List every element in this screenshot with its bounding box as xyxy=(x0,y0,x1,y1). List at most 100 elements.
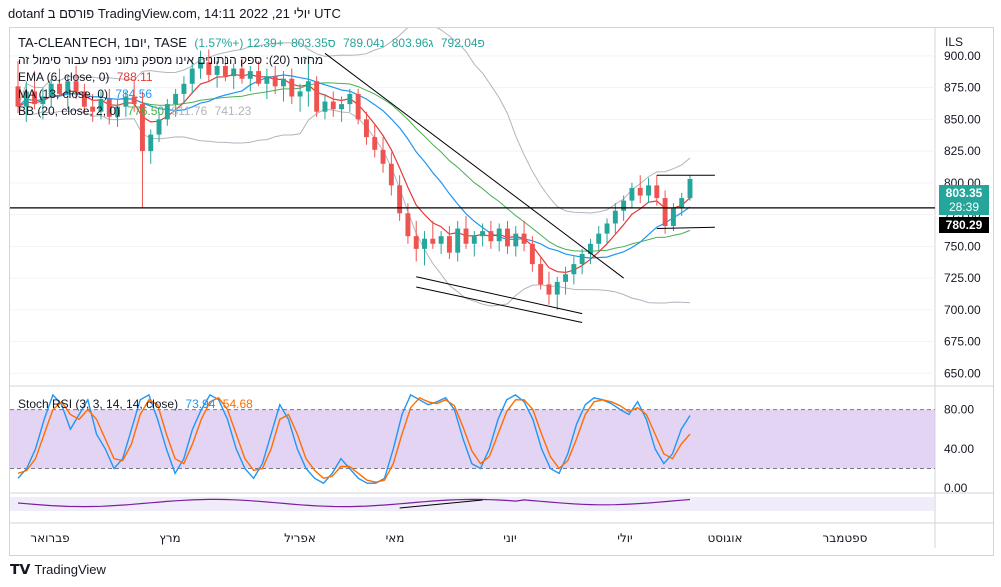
bb-legend: BB (20, close, 2, 0) 776.50 811.76 741.2… xyxy=(18,104,255,118)
candle-body xyxy=(289,78,295,97)
chart-frame[interactable]: 900.00875.00850.00825.00800.00775.00750.… xyxy=(9,27,994,556)
candle-body xyxy=(463,228,469,244)
candle-body xyxy=(380,149,386,164)
candle-body xyxy=(587,243,593,254)
bb-lower-value: 741.23 xyxy=(214,104,252,118)
candle-body xyxy=(173,93,179,105)
candle-body xyxy=(430,238,436,244)
candle-body xyxy=(397,185,403,214)
candle-body xyxy=(272,76,278,87)
candle-body xyxy=(222,66,228,77)
ema-value: 788.11 xyxy=(116,70,153,84)
candle-body xyxy=(231,68,237,77)
trendline-down xyxy=(324,52,624,279)
time-axis-label: אוגוסט xyxy=(707,531,742,545)
stoch-band-fill xyxy=(10,409,935,469)
candle-body xyxy=(57,83,62,94)
candle-body xyxy=(355,93,361,120)
candle-body xyxy=(546,284,552,295)
candle-body xyxy=(422,238,427,249)
ema-legend: EMA (6, close, 0) 788.11 xyxy=(18,70,157,84)
high-value: ג803.96 xyxy=(391,36,434,50)
candle-body xyxy=(372,137,378,150)
last-price-value: 803.35 xyxy=(945,186,983,200)
time-axis-label: יולי xyxy=(617,531,632,545)
candle-body xyxy=(281,78,286,87)
candle-body xyxy=(521,233,527,244)
ema-label: EMA (6, close, 0) xyxy=(18,70,110,84)
candle-body xyxy=(438,236,444,244)
candle-body xyxy=(90,106,96,112)
main-chart[interactable]: 900.00875.00850.00825.00800.00775.00750.… xyxy=(10,28,993,555)
channel-line-upper xyxy=(416,276,583,315)
candle-body xyxy=(679,198,685,209)
candle-body xyxy=(164,104,170,120)
change-value: +12.39 (+1.57%) xyxy=(194,36,284,50)
candle-body xyxy=(513,233,519,247)
candle-body xyxy=(239,68,245,79)
price-tick-label: 675.00 xyxy=(944,335,981,349)
candle-body xyxy=(181,83,187,94)
candle-body xyxy=(148,134,154,152)
candle-body xyxy=(604,223,610,234)
stoch-tick-label: 80.00 xyxy=(944,403,974,417)
candle-body xyxy=(198,62,203,69)
ma-value: 784.56 xyxy=(115,87,153,101)
candle-body xyxy=(115,106,121,117)
candle-body xyxy=(106,99,112,117)
hline-price-badge: 780.29 xyxy=(939,217,989,233)
candle-body xyxy=(596,233,602,244)
candle-body xyxy=(405,213,411,237)
ma-label: MA (13, close, 0) xyxy=(18,87,109,101)
candle-body xyxy=(629,187,635,201)
candle-body xyxy=(488,231,494,242)
candle-body xyxy=(637,187,643,196)
ma-legend: MA (13, close, 0) 784.56 xyxy=(18,87,156,101)
stoch-label: Stoch RSI (3, 3, 14, 14, close) xyxy=(18,397,179,411)
price-tick-label: 900.00 xyxy=(944,49,981,63)
candle-body xyxy=(612,210,618,224)
channel-line-lower xyxy=(416,286,583,323)
bar-countdown: 28:39 xyxy=(948,200,980,214)
candle-body xyxy=(347,93,353,105)
candle-body xyxy=(554,281,560,295)
price-tick-label: 875.00 xyxy=(944,81,981,95)
candle-body xyxy=(32,91,38,105)
stoch-tick-label: 40.00 xyxy=(944,442,974,456)
time-axis-label: ספטמבר xyxy=(823,531,868,545)
candle-body xyxy=(471,236,477,244)
close-value: ס803.35 xyxy=(291,36,336,50)
third-indicator-line xyxy=(17,498,691,508)
candle-body xyxy=(256,71,262,84)
candle-body xyxy=(305,81,311,92)
candle-body xyxy=(189,68,195,84)
ma-line xyxy=(17,74,691,259)
candle-body xyxy=(621,200,627,211)
low-value: נ789.04 xyxy=(343,36,385,50)
candle-body xyxy=(538,264,544,285)
candle-body xyxy=(297,91,303,97)
candle-body xyxy=(23,91,29,107)
candle-body xyxy=(65,81,71,94)
price-tick-label: 750.00 xyxy=(944,239,981,253)
candle-body xyxy=(670,208,676,227)
price-tick-label: 650.00 xyxy=(944,366,981,380)
candle-body xyxy=(455,228,461,253)
candle-body xyxy=(131,96,137,105)
stoch-d-value: 54.68 xyxy=(222,397,253,411)
bb-mid-value: 776.50 xyxy=(127,104,165,118)
time-axis-label: מרץ xyxy=(159,531,180,545)
candle-body xyxy=(480,231,486,237)
candle-body xyxy=(646,185,651,196)
footer: 𝗧𝗩 TradingView xyxy=(10,561,106,578)
candle-body xyxy=(579,253,585,265)
bb-upper-line xyxy=(17,28,691,214)
candle-body xyxy=(654,185,660,199)
volume-note: מחזור (20): ספק הנתונים אינו מספק נתוני … xyxy=(18,53,324,67)
price-tick-label: 700.00 xyxy=(944,303,981,317)
bb-lower-line xyxy=(17,106,691,307)
candle-body xyxy=(139,104,145,152)
candle-body xyxy=(40,96,46,105)
candle-body xyxy=(563,274,569,282)
candle-body xyxy=(330,101,336,110)
